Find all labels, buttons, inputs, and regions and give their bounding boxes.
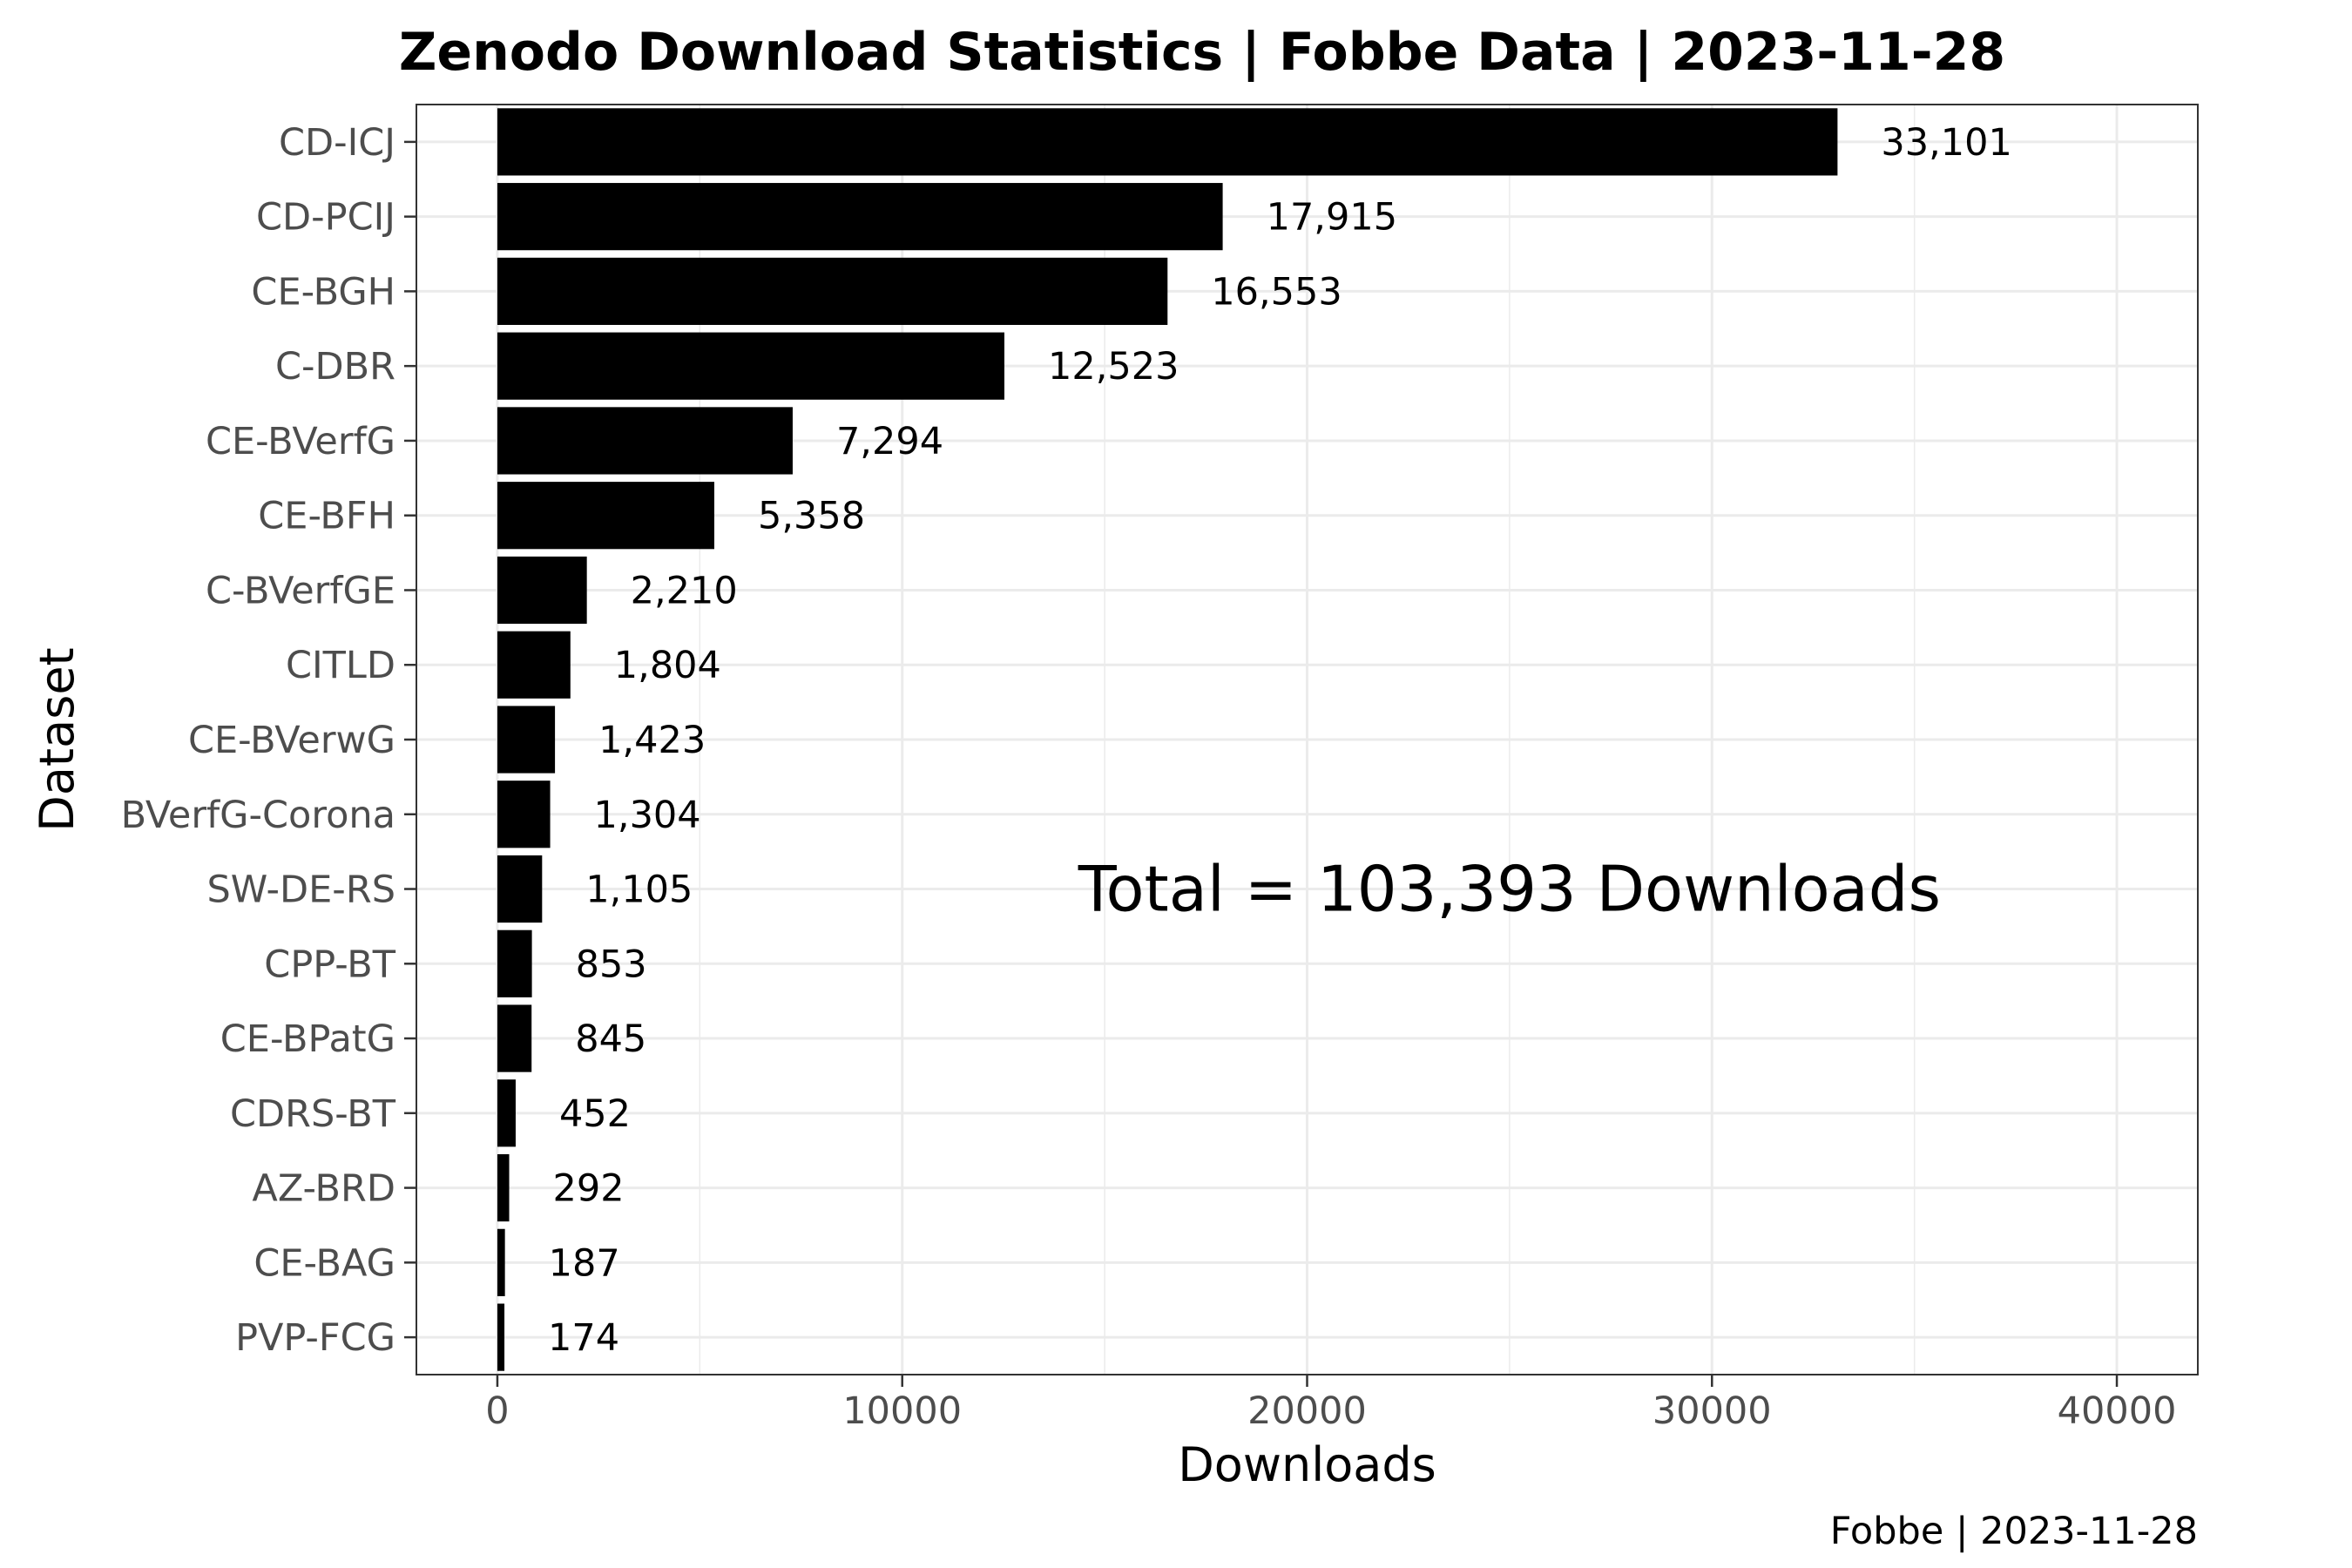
bar-value-label: 7,294 — [836, 420, 943, 463]
bar-value-label: 1,304 — [594, 794, 701, 837]
bar-value-label: 1,804 — [614, 644, 721, 687]
bars — [497, 108, 1838, 1371]
bar-value-label: 1,105 — [585, 868, 693, 912]
x-axis-title: Downloads — [1178, 1437, 1436, 1492]
bar-value-label: 17,915 — [1267, 196, 1397, 240]
y-axis-title: Dataset — [30, 647, 84, 831]
x-tick-label: 0 — [485, 1389, 509, 1433]
x-axis: 0 10000 20000 30000 40000 — [485, 1375, 2176, 1433]
bar-value-label: 12,523 — [1048, 345, 1179, 389]
x-tick-label: 20000 — [1247, 1389, 1367, 1433]
y-tick-label: PVP-FCG — [235, 1316, 395, 1360]
y-tick-label: CE-BPatG — [220, 1017, 395, 1061]
y-tick-label: CD-ICJ — [279, 121, 395, 165]
bar-value-label: 5,358 — [758, 495, 865, 538]
bar — [497, 1004, 532, 1072]
bar — [497, 631, 571, 699]
bar-value-label: 187 — [549, 1241, 620, 1285]
total-annotation: Total = 103,393 Downloads — [1078, 853, 1941, 926]
bar — [497, 556, 587, 625]
bar-value-label: 2,210 — [631, 569, 738, 612]
y-tick-label: CITLD — [286, 644, 395, 687]
bar-value-label: 174 — [548, 1316, 619, 1360]
bar — [497, 855, 543, 923]
bar — [497, 482, 714, 550]
y-tick-label: AZ-BRD — [252, 1167, 395, 1211]
bar — [497, 183, 1223, 251]
bar-value-label: 16,553 — [1211, 270, 1342, 314]
bar-value-label: 452 — [559, 1092, 631, 1136]
bar — [497, 1079, 516, 1147]
bar-labels: 33,101 17,915 16,553 12,523 7,294 5,358 2,210 1… — [548, 121, 2012, 1360]
caption: Fobbe | 2023-11-28 — [1830, 1510, 2198, 1553]
bar — [497, 706, 556, 774]
y-tick-label: CE-BAG — [253, 1241, 395, 1285]
y-tick-label: CPP-BT — [264, 943, 395, 986]
y-tick-label: BVerfG-Corona — [121, 794, 395, 837]
bar — [497, 1153, 510, 1222]
x-tick-label: 40000 — [2058, 1389, 2177, 1433]
chart-title: Zenodo Download Statistics | Fobbe Data … — [399, 22, 2005, 83]
y-tick-label: CE-BFH — [258, 495, 395, 538]
y-tick-label: CDRS-BT — [230, 1092, 396, 1136]
y-tick-label: C-DBR — [275, 345, 395, 389]
bar-value-label: 1,423 — [598, 719, 706, 762]
bar — [497, 929, 532, 997]
y-tick-label: CD-PCIJ — [256, 196, 395, 240]
bar — [497, 1228, 505, 1296]
y-tick-label: SW-DE-RS — [206, 868, 395, 912]
bar — [497, 108, 1838, 176]
y-tick-label: C-BVerfGE — [206, 569, 395, 612]
y-tick-label: CE-BVerwG — [188, 719, 395, 762]
bar — [497, 781, 551, 848]
bar — [497, 257, 1168, 326]
bar — [497, 1303, 505, 1371]
x-tick-label: 30000 — [1652, 1389, 1772, 1433]
x-tick-label: 10000 — [842, 1389, 962, 1433]
bar-value-label: 292 — [553, 1167, 625, 1211]
bar-value-label: 853 — [576, 943, 647, 986]
y-tick-label: CE-BGH — [251, 270, 395, 314]
bar — [497, 332, 1004, 400]
bar — [497, 407, 793, 475]
bar-value-label: 845 — [575, 1017, 646, 1061]
y-axis: CD-ICJ CD-PCIJ CE-BGH C-DBR CE-BVerfG CE-BFH C… — [121, 121, 416, 1360]
y-tick-label: CE-BVerfG — [206, 420, 395, 463]
bar-value-label: 33,101 — [1881, 121, 2011, 165]
